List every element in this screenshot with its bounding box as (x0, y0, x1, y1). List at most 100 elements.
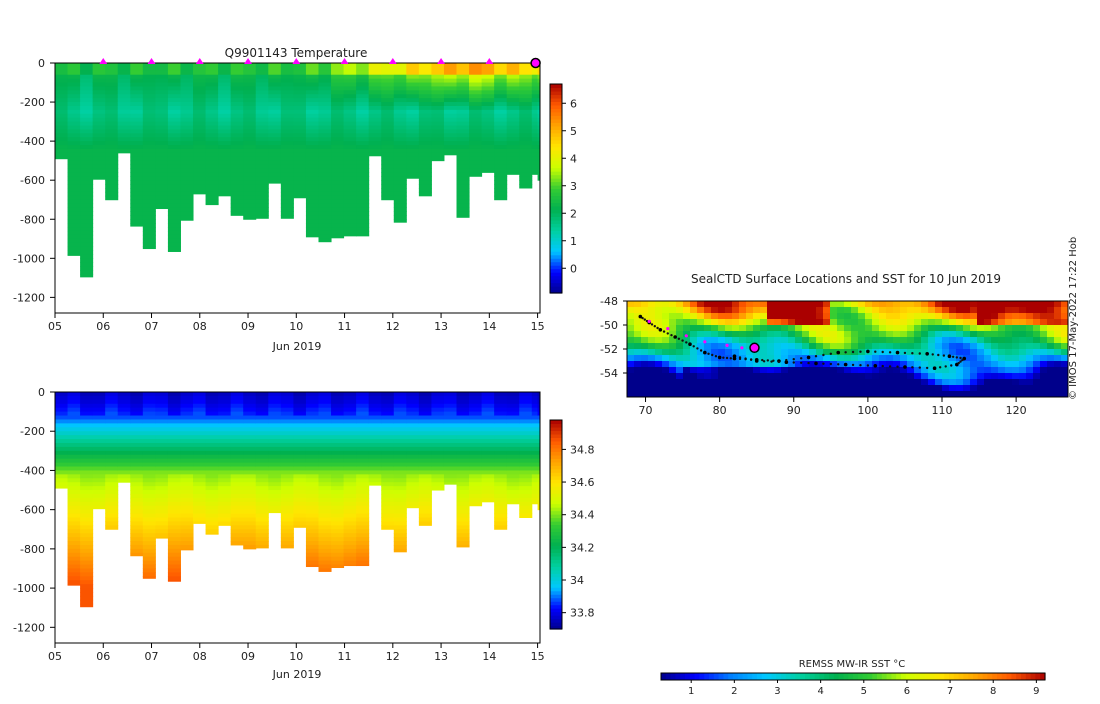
profile-cell (117, 94, 131, 99)
profile-cell (155, 497, 169, 503)
profile-cell (318, 117, 332, 123)
colorbar-segment (550, 597, 562, 602)
profile-cell (105, 109, 119, 115)
sst-cell (956, 307, 964, 314)
profile-cell (205, 517, 219, 522)
profile-cell (167, 86, 181, 91)
sst-cell (1047, 385, 1055, 392)
profile-cell (494, 446, 508, 452)
sst-cell (795, 325, 803, 332)
sst-cell (858, 349, 866, 356)
profile-cell (167, 454, 181, 460)
sst-cell (683, 301, 691, 308)
profile-cell (130, 474, 144, 479)
sst-cell (907, 385, 915, 392)
sst-cell (914, 385, 922, 392)
sst-cell (998, 343, 1006, 350)
profile-cell (293, 188, 307, 193)
sst-cell (746, 385, 754, 392)
profile-cell (142, 392, 156, 397)
profile-cell (456, 501, 470, 507)
profile-cell (230, 431, 244, 436)
profile-cell (443, 66, 458, 72)
sst-cell (1033, 307, 1041, 314)
profile-cell (230, 94, 244, 99)
profile-cell (431, 86, 445, 91)
profile-cell (218, 419, 232, 424)
profile-cell (205, 446, 219, 452)
profile-cell (393, 195, 407, 201)
profile-cell (130, 541, 144, 546)
profile-cell (456, 199, 470, 205)
profile-cell (393, 423, 407, 428)
profile-cell (318, 125, 332, 130)
sst-cell (1012, 373, 1020, 380)
profile-cell (393, 86, 407, 91)
profile-cell (318, 164, 332, 169)
profile-cell (331, 234, 345, 239)
profile-cell (494, 490, 508, 495)
sst-cell (704, 361, 712, 368)
sst-cell (746, 307, 754, 314)
profile-cell (117, 82, 131, 87)
profile-cell (519, 442, 533, 448)
track-point (662, 330, 666, 333)
profile-cell (393, 450, 407, 456)
profile-cell (494, 172, 508, 177)
profile-cell (469, 168, 483, 173)
profile-cell (268, 399, 282, 405)
profile-cell (456, 454, 470, 460)
profile-cell (456, 184, 470, 189)
profile-cell (381, 113, 395, 119)
profile-cell (155, 458, 169, 464)
profile-cell (531, 141, 539, 146)
profile-column (105, 63, 119, 201)
profile-cell (67, 568, 81, 573)
sst-cell (879, 307, 887, 314)
profile-column (92, 63, 106, 180)
profile-cell (305, 450, 319, 456)
profile-cell (343, 152, 357, 158)
sst-cell (830, 367, 838, 374)
sst-cell (921, 307, 929, 314)
sst-cell (893, 361, 901, 368)
profile-cell (537, 156, 541, 162)
profile-cell (519, 152, 533, 158)
profile-cell (519, 446, 533, 452)
profile-cell (506, 66, 520, 72)
profile-cell (80, 117, 94, 123)
profile-column (55, 392, 69, 489)
profile-cell (180, 525, 194, 530)
profile-cell (167, 78, 181, 84)
profile-cell (331, 129, 345, 134)
x-tick-label: 11 (338, 320, 352, 333)
profile-cell (142, 513, 156, 518)
track-point (673, 335, 677, 339)
profile-cell (193, 129, 207, 134)
profile-cell (494, 176, 508, 181)
profile-cell (230, 117, 244, 123)
profile-cell (130, 215, 144, 220)
profile-cell (67, 82, 81, 87)
track-point (766, 359, 770, 362)
profile-cell (381, 121, 395, 126)
sst-cell (690, 325, 698, 332)
profile-cell (381, 478, 395, 483)
profile-cell (331, 552, 345, 558)
profile-cell (80, 66, 94, 72)
profile-cell (331, 474, 345, 479)
profile-cell (431, 474, 445, 479)
sst-cell (949, 325, 957, 332)
profile-cell (406, 137, 420, 142)
profile-cell (280, 82, 294, 87)
profile-cell (293, 90, 307, 95)
profile-cell (155, 450, 169, 456)
profile-cell (305, 141, 319, 146)
profile-cell (356, 533, 370, 538)
profile-cell (356, 450, 370, 456)
profile-cell (130, 392, 144, 397)
sst-cell (872, 301, 880, 308)
sst-cell (1047, 373, 1055, 380)
sst-cell (823, 367, 831, 374)
y-tick-label: 0 (38, 57, 45, 70)
